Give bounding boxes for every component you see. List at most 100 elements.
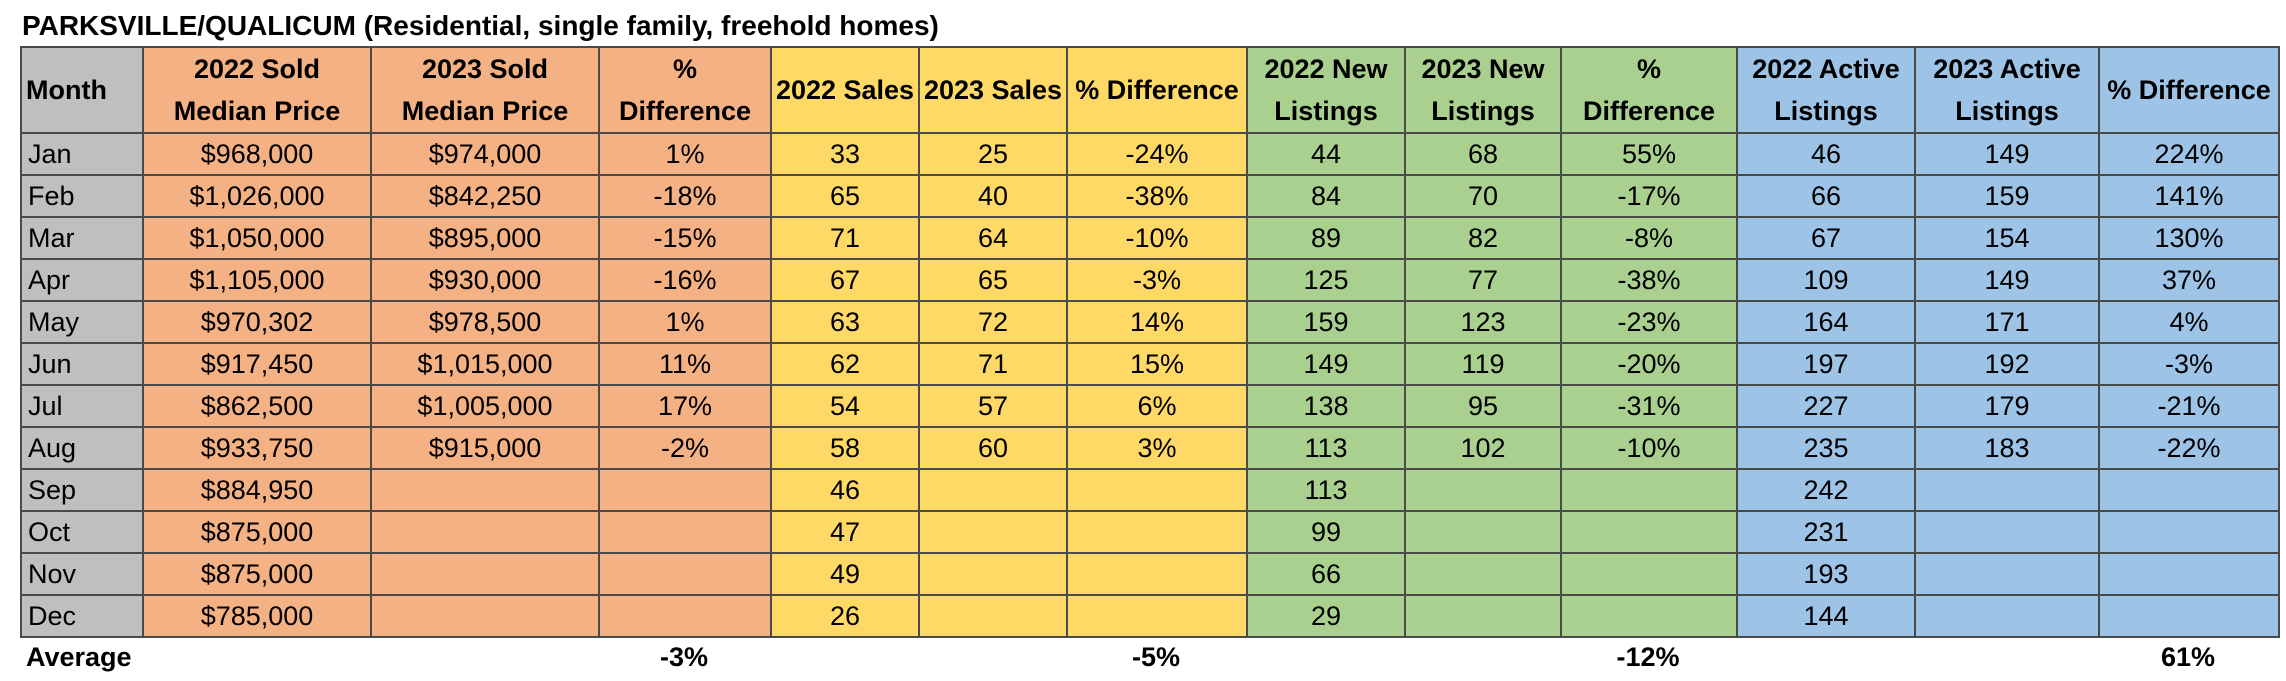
price-2023-cell <box>370 552 600 596</box>
price-2022-cell: $1,050,000 <box>142 216 372 260</box>
active-listings-difference-cell <box>2098 468 2280 512</box>
sales-2023-cell: 72 <box>918 300 1068 344</box>
new-listings-2023-cell <box>1404 510 1562 554</box>
price-difference-cell: -2% <box>598 426 772 470</box>
price-difference-cell <box>598 552 772 596</box>
table-row: Sep $884,950 46 113 242 <box>20 468 2280 512</box>
new-listings-2023-cell: 70 <box>1404 174 1562 218</box>
price-2023-cell: $842,250 <box>370 174 600 218</box>
header-label-line1: % <box>1636 54 1661 84</box>
new-listings-difference-cell: 55% <box>1560 132 1738 176</box>
price-2022-cell: $875,000 <box>142 510 372 554</box>
active-listings-2023-cell: 149 <box>1914 258 2100 302</box>
sales-2022-cell: 62 <box>770 342 920 386</box>
table-row: Jun $917,450 $1,015,000 11% 62 71 15% 149 119 -20… <box>20 342 2280 386</box>
new-listings-2023-cell: 102 <box>1404 426 1562 470</box>
sales-2022-cell: 49 <box>770 552 920 596</box>
average-empty <box>918 636 1066 678</box>
active-listings-difference-cell: -3% <box>2098 342 2280 386</box>
average-empty <box>142 636 370 678</box>
active-listings-2022-cell: 109 <box>1736 258 1916 302</box>
price-2022-cell: $1,105,000 <box>142 258 372 302</box>
sales-difference-cell: -3% <box>1066 258 1248 302</box>
table-row: Nov $875,000 49 66 193 <box>20 552 2280 596</box>
new-listings-difference-cell <box>1560 510 1738 554</box>
header-sales-difference: % Difference <box>1066 46 1248 134</box>
active-listings-2023-cell <box>1914 510 2100 554</box>
average-price-difference: -3% <box>659 641 708 672</box>
header-label-line1: % <box>672 54 697 84</box>
sales-difference-cell: 14% <box>1066 300 1248 344</box>
new-listings-2023-cell <box>1404 552 1562 596</box>
month-cell: May <box>20 300 144 344</box>
price-2023-cell: $978,500 <box>370 300 600 344</box>
header-2022-sales: 2022 Sales <box>770 46 920 134</box>
price-2023-cell <box>370 510 600 554</box>
new-listings-2022-cell: 159 <box>1246 300 1406 344</box>
active-listings-2022-cell: 67 <box>1736 216 1916 260</box>
active-listings-2023-cell: 171 <box>1914 300 2100 344</box>
active-listings-2022-cell: 231 <box>1736 510 1916 554</box>
new-listings-2022-cell: 113 <box>1246 426 1406 470</box>
sales-2023-cell: 25 <box>918 132 1068 176</box>
active-listings-2022-cell: 193 <box>1736 552 1916 596</box>
sales-2022-cell: 63 <box>770 300 920 344</box>
new-listings-2023-cell: 77 <box>1404 258 1562 302</box>
header-2023-sales: 2023 Sales <box>918 46 1068 134</box>
header-2022-active-listings: 2022 Active Listings <box>1736 46 1916 134</box>
header-row: Month 2022 Sold Median Price 2023 Sold Med… <box>20 46 2280 134</box>
average-sales-difference: -5% <box>1131 641 1180 672</box>
month-cell: Dec <box>20 594 144 638</box>
month-cell: Oct <box>20 510 144 554</box>
price-difference-cell: -18% <box>598 174 772 218</box>
sales-2022-cell: 54 <box>770 384 920 428</box>
price-difference-cell: 1% <box>598 132 772 176</box>
sales-2023-cell: 65 <box>918 258 1068 302</box>
active-listings-2023-cell: 192 <box>1914 342 2100 386</box>
header-2022-new-listings: 2022 New Listings <box>1246 46 1406 134</box>
sales-2023-cell: 71 <box>918 342 1068 386</box>
new-listings-2023-cell: 123 <box>1404 300 1562 344</box>
price-difference-cell <box>598 468 772 512</box>
active-listings-2022-cell: 144 <box>1736 594 1916 638</box>
sales-2023-cell: 64 <box>918 216 1068 260</box>
header-label: % Difference <box>2107 75 2271 105</box>
table-row: Aug $933,750 $915,000 -2% 58 60 3% 113 102 -10% 23… <box>20 426 2280 470</box>
new-listings-difference-cell <box>1560 552 1738 596</box>
new-listings-difference-cell: -8% <box>1560 216 1738 260</box>
header-label-line2: Median Price <box>401 96 569 126</box>
new-listings-2022-cell: 125 <box>1246 258 1406 302</box>
price-2022-cell: $1,026,000 <box>142 174 372 218</box>
active-listings-difference-cell: -22% <box>2098 426 2280 470</box>
active-listings-2022-cell: 235 <box>1736 426 1916 470</box>
new-listings-difference-cell: -23% <box>1560 300 1738 344</box>
new-listings-2022-cell: 44 <box>1246 132 1406 176</box>
new-listings-2023-cell: 82 <box>1404 216 1562 260</box>
average-empty <box>370 636 598 678</box>
month-cell: Apr <box>20 258 144 302</box>
header-label: 2023 Sales <box>923 75 1063 105</box>
price-difference-cell: -16% <box>598 258 772 302</box>
header-new-listings-difference: % Difference <box>1560 46 1738 134</box>
active-listings-2023-cell: 154 <box>1914 216 2100 260</box>
price-2022-cell: $968,000 <box>142 132 372 176</box>
month-cell: Nov <box>20 552 144 596</box>
header-label-line1: 2023 New <box>1421 54 1545 84</box>
price-difference-cell: 1% <box>598 300 772 344</box>
new-listings-difference-cell <box>1560 468 1738 512</box>
header-label-line2: Listings <box>1955 96 2059 126</box>
average-empty <box>1404 636 1560 678</box>
sales-difference-cell <box>1066 594 1248 638</box>
header-active-listings-difference: % Difference <box>2098 46 2280 134</box>
sales-2022-cell: 58 <box>770 426 920 470</box>
header-label-line1: 2023 Active <box>1933 54 2081 84</box>
average-empty <box>1736 636 1914 678</box>
table-row: Apr $1,105,000 $930,000 -16% 67 65 -3% 125 77 -38… <box>20 258 2280 302</box>
active-listings-difference-cell: 130% <box>2098 216 2280 260</box>
sales-difference-cell <box>1066 468 1248 512</box>
month-cell: Jul <box>20 384 144 428</box>
active-listings-2022-cell: 46 <box>1736 132 1916 176</box>
active-listings-difference-cell <box>2098 510 2280 554</box>
sales-2022-cell: 33 <box>770 132 920 176</box>
sales-2022-cell: 67 <box>770 258 920 302</box>
